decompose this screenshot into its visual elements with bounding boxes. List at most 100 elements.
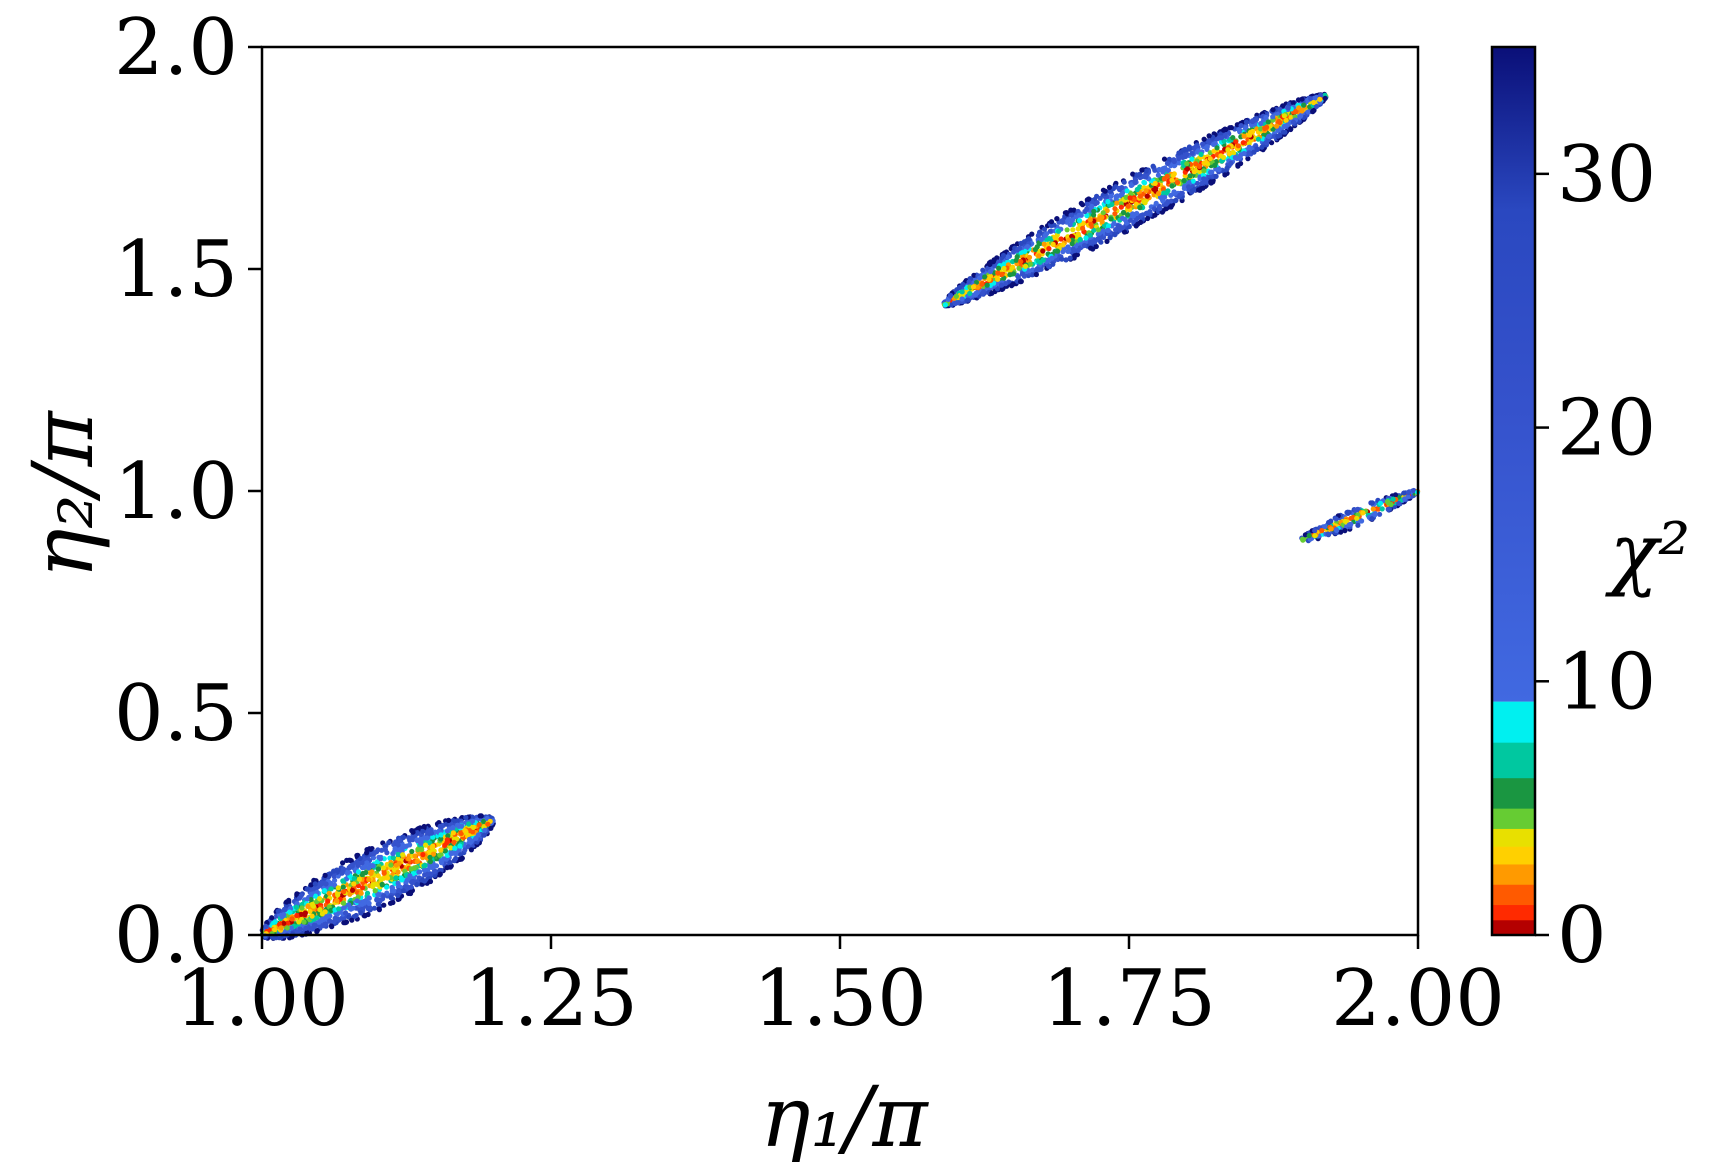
data-point	[1082, 208, 1088, 215]
data-point	[1385, 506, 1391, 512]
x-tick-label: 1.75	[1042, 954, 1216, 1044]
data-point	[1328, 518, 1334, 524]
data-point	[419, 846, 425, 853]
data-point	[1174, 179, 1181, 186]
data-point	[1143, 188, 1149, 194]
data-point	[393, 875, 399, 881]
data-point	[1105, 227, 1111, 233]
data-point	[1098, 239, 1104, 245]
data-point	[342, 910, 349, 916]
data-point	[1306, 533, 1312, 539]
data-point	[999, 271, 1005, 277]
data-point	[1189, 150, 1195, 156]
data-point	[1353, 507, 1359, 513]
colorbar-tick-label: 0	[1557, 891, 1607, 981]
colorbar-frame	[1490, 45, 1537, 937]
data-point	[1052, 235, 1058, 241]
data-point	[1155, 172, 1161, 178]
data-point	[1001, 262, 1007, 268]
data-point	[331, 919, 337, 925]
data-point	[1063, 257, 1069, 263]
data-point	[1285, 105, 1291, 111]
data-point	[1222, 172, 1228, 178]
data-point	[1263, 114, 1269, 121]
data-point	[407, 873, 413, 879]
data-point	[1377, 500, 1384, 506]
data-point	[365, 911, 371, 918]
data-point	[989, 290, 995, 296]
data-point	[1142, 200, 1148, 206]
data-point	[1125, 212, 1131, 218]
data-point	[1046, 263, 1052, 269]
data-point	[367, 904, 373, 911]
data-point	[1392, 492, 1399, 498]
data-point	[1247, 132, 1253, 138]
data-point	[447, 860, 453, 866]
data-point	[349, 917, 355, 923]
data-point	[395, 880, 401, 887]
data-point	[423, 842, 429, 848]
data-point	[1066, 237, 1072, 243]
data-point	[317, 896, 323, 902]
data-point	[312, 893, 319, 899]
data-point	[354, 898, 360, 904]
data-point	[1077, 236, 1083, 243]
data-point	[319, 880, 325, 886]
data-point	[304, 896, 310, 902]
data-point	[1191, 169, 1197, 175]
data-point	[1384, 499, 1391, 505]
data-point	[1190, 178, 1196, 184]
data-point	[1187, 173, 1193, 179]
data-point	[463, 815, 469, 821]
data-point	[396, 887, 402, 894]
data-point	[476, 822, 482, 828]
data-point	[1280, 103, 1286, 109]
data-point	[1129, 211, 1136, 217]
data-point	[469, 818, 476, 824]
data-point	[427, 840, 433, 846]
data-point	[955, 300, 961, 306]
data-point	[310, 903, 316, 909]
data-point	[450, 830, 456, 836]
data-point	[281, 920, 287, 926]
data-point	[1157, 205, 1163, 212]
data-point	[970, 284, 977, 290]
data-point	[421, 863, 427, 869]
data-point	[1182, 153, 1188, 159]
data-point	[991, 257, 997, 263]
data-point	[360, 870, 366, 877]
data-point	[1153, 200, 1159, 206]
data-point	[1041, 226, 1048, 232]
data-point	[370, 883, 376, 890]
data-point	[1218, 135, 1224, 141]
data-point	[442, 848, 448, 854]
data-point	[475, 832, 482, 838]
data-point	[395, 869, 401, 875]
data-point	[397, 846, 403, 853]
data-point	[308, 897, 314, 903]
data-point	[1344, 509, 1350, 516]
data-point	[1118, 204, 1124, 210]
data-point	[1018, 259, 1024, 265]
data-point	[1127, 217, 1134, 223]
data-point	[1125, 203, 1131, 209]
data-point	[1200, 185, 1206, 191]
data-point	[1065, 244, 1071, 250]
data-point	[438, 858, 444, 864]
data-point	[1080, 202, 1086, 208]
data-point	[1013, 257, 1019, 263]
data-point	[307, 908, 313, 915]
data-point	[1354, 515, 1360, 521]
data-point	[314, 929, 320, 935]
data-point	[1207, 156, 1213, 162]
data-point	[366, 900, 372, 907]
colorbar-segment	[1492, 919, 1535, 936]
data-point	[427, 878, 434, 885]
data-point	[304, 886, 310, 892]
data-point	[289, 916, 295, 922]
data-point	[323, 881, 329, 887]
data-point	[1250, 118, 1256, 125]
data-point	[317, 907, 323, 913]
data-point	[1075, 247, 1081, 254]
data-point	[1181, 178, 1187, 184]
